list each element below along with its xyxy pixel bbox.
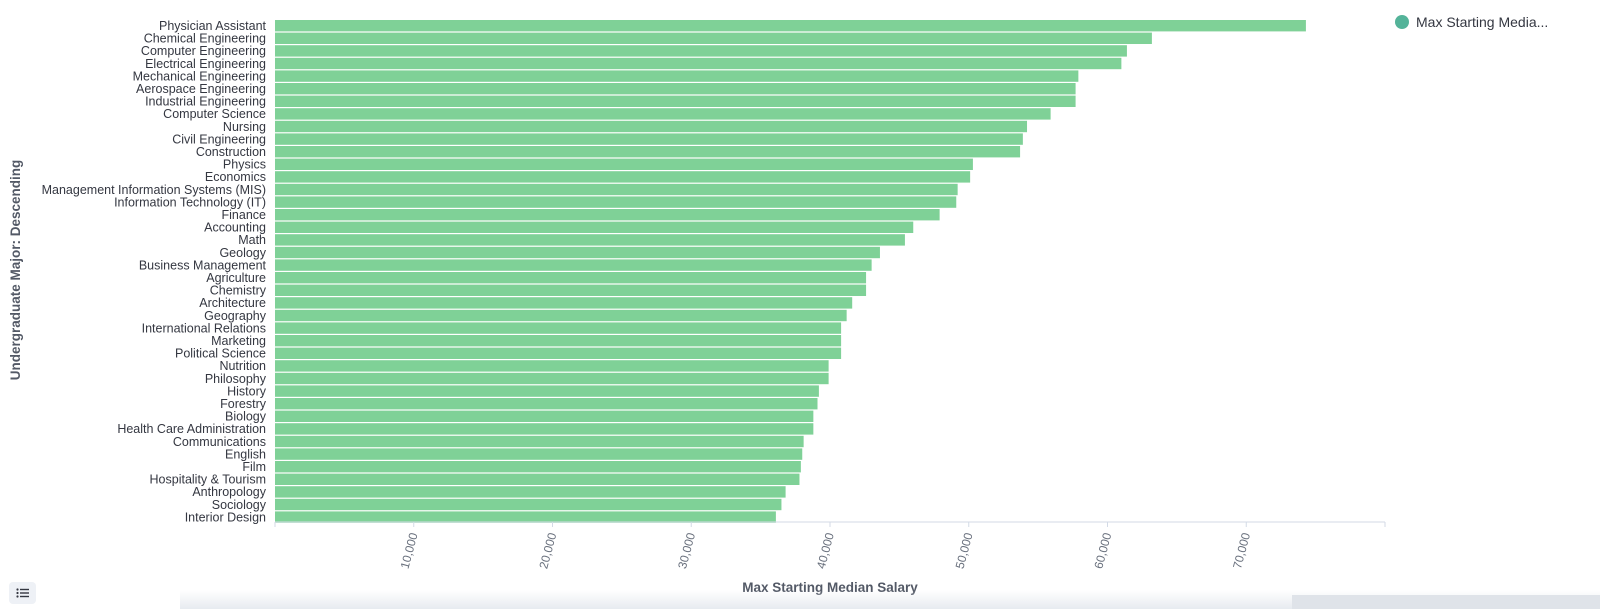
bar[interactable] bbox=[275, 410, 814, 422]
bar[interactable] bbox=[275, 146, 1021, 158]
category-label: Mechanical Engineering bbox=[133, 69, 266, 83]
bottom-strip bbox=[1292, 595, 1600, 609]
bar[interactable] bbox=[275, 360, 829, 372]
bar[interactable] bbox=[275, 70, 1079, 82]
category-label: History bbox=[227, 384, 267, 398]
bar[interactable] bbox=[275, 234, 905, 246]
category-label: Construction bbox=[196, 145, 266, 159]
category-label: Philosophy bbox=[205, 372, 267, 386]
category-label: Finance bbox=[222, 208, 267, 222]
x-tick-label: 50,000 bbox=[953, 531, 976, 570]
x-tick-label: 20,000 bbox=[536, 531, 559, 570]
category-label: Hospitality & Tourism bbox=[150, 473, 266, 487]
category-label: Nutrition bbox=[219, 359, 266, 373]
category-label: Chemistry bbox=[210, 284, 267, 298]
bar[interactable] bbox=[275, 221, 914, 233]
x-tick-label: 60,000 bbox=[1091, 531, 1114, 570]
bar[interactable] bbox=[275, 398, 818, 410]
category-label: Anthropology bbox=[192, 485, 266, 499]
category-label: Geography bbox=[204, 309, 267, 323]
y-axis-title: Undergraduate Major: Descending bbox=[8, 160, 23, 381]
category-label: Biology bbox=[225, 410, 267, 424]
category-label: Interior Design bbox=[185, 510, 266, 524]
bar[interactable] bbox=[275, 461, 801, 473]
category-label: Film bbox=[242, 460, 266, 474]
bar[interactable] bbox=[275, 120, 1028, 133]
category-label: Economics bbox=[205, 170, 266, 184]
category-label: Information Technology (IT) bbox=[114, 195, 266, 209]
legend-item[interactable]: Max Starting Media... bbox=[1395, 14, 1548, 30]
category-label: English bbox=[225, 447, 266, 461]
category-label: Agriculture bbox=[206, 271, 266, 285]
bar[interactable] bbox=[275, 45, 1127, 57]
category-label: Marketing bbox=[211, 334, 266, 348]
bar[interactable] bbox=[275, 385, 819, 397]
bar[interactable] bbox=[275, 259, 872, 271]
category-label: Electrical Engineering bbox=[145, 57, 266, 71]
bar[interactable] bbox=[275, 108, 1051, 120]
bar[interactable] bbox=[275, 158, 973, 170]
bar[interactable] bbox=[275, 32, 1152, 44]
x-tick-label: 30,000 bbox=[675, 531, 698, 570]
category-label: Business Management bbox=[139, 258, 267, 272]
x-tick-label: 70,000 bbox=[1230, 531, 1253, 570]
bar[interactable] bbox=[275, 448, 803, 460]
bar[interactable] bbox=[275, 309, 847, 322]
list-icon bbox=[16, 582, 29, 603]
x-axis: 10,000 20,000 30,000 40,000 50,000 60,000 70,0… bbox=[274, 521, 1386, 570]
bar[interactable] bbox=[275, 511, 776, 523]
bottom-shade bbox=[180, 590, 1600, 609]
bar[interactable] bbox=[275, 347, 842, 359]
legend-swatch bbox=[1395, 15, 1409, 29]
bar[interactable] bbox=[275, 133, 1023, 145]
category-label: Industrial Engineering bbox=[145, 95, 266, 109]
bar[interactable] bbox=[275, 284, 867, 296]
options-menu-button[interactable] bbox=[9, 582, 36, 604]
bar[interactable] bbox=[275, 372, 829, 385]
bar[interactable] bbox=[275, 171, 971, 183]
category-label: Math bbox=[238, 233, 266, 247]
category-label: Computer Science bbox=[163, 107, 266, 121]
category-label: Chemical Engineering bbox=[144, 32, 266, 46]
category-label: Sociology bbox=[212, 498, 267, 512]
bar[interactable] bbox=[275, 473, 800, 485]
bar[interactable] bbox=[275, 57, 1122, 70]
category-label: Geology bbox=[219, 246, 266, 260]
bar[interactable] bbox=[275, 498, 782, 511]
x-tick-label: 10,000 bbox=[398, 531, 421, 570]
bar[interactable] bbox=[275, 423, 814, 435]
category-label: Communications bbox=[173, 435, 266, 449]
bar[interactable] bbox=[275, 209, 940, 221]
bars-layer bbox=[275, 20, 1306, 523]
category-label: Accounting bbox=[204, 221, 266, 235]
bar[interactable] bbox=[275, 322, 842, 334]
bar[interactable] bbox=[275, 183, 958, 196]
bar[interactable] bbox=[275, 486, 786, 498]
bar[interactable] bbox=[275, 335, 842, 347]
category-label: Nursing bbox=[223, 120, 266, 134]
bar[interactable] bbox=[275, 196, 957, 208]
category-label: Aerospace Engineering bbox=[136, 82, 266, 96]
bar[interactable] bbox=[275, 95, 1076, 107]
legend-label: Max Starting Media... bbox=[1416, 14, 1549, 30]
category-label: Physician Assistant bbox=[159, 19, 267, 33]
category-label: Physics bbox=[223, 158, 266, 172]
category-label: Health Care Administration bbox=[117, 422, 266, 436]
x-tick-label: 40,000 bbox=[814, 531, 837, 570]
category-label: Forestry bbox=[220, 397, 267, 411]
bar[interactable] bbox=[275, 246, 880, 259]
category-label: Civil Engineering bbox=[172, 132, 266, 146]
category-label: International Relations bbox=[142, 321, 266, 335]
category-label: Architecture bbox=[199, 296, 266, 310]
bar[interactable] bbox=[275, 272, 867, 284]
category-label: Management Information Systems (MIS) bbox=[42, 183, 266, 197]
bar[interactable] bbox=[275, 20, 1306, 32]
bar[interactable] bbox=[275, 297, 853, 309]
bar[interactable] bbox=[275, 435, 804, 448]
bar[interactable] bbox=[275, 83, 1076, 95]
category-label: Computer Engineering bbox=[141, 44, 266, 58]
category-label: Political Science bbox=[175, 347, 266, 361]
